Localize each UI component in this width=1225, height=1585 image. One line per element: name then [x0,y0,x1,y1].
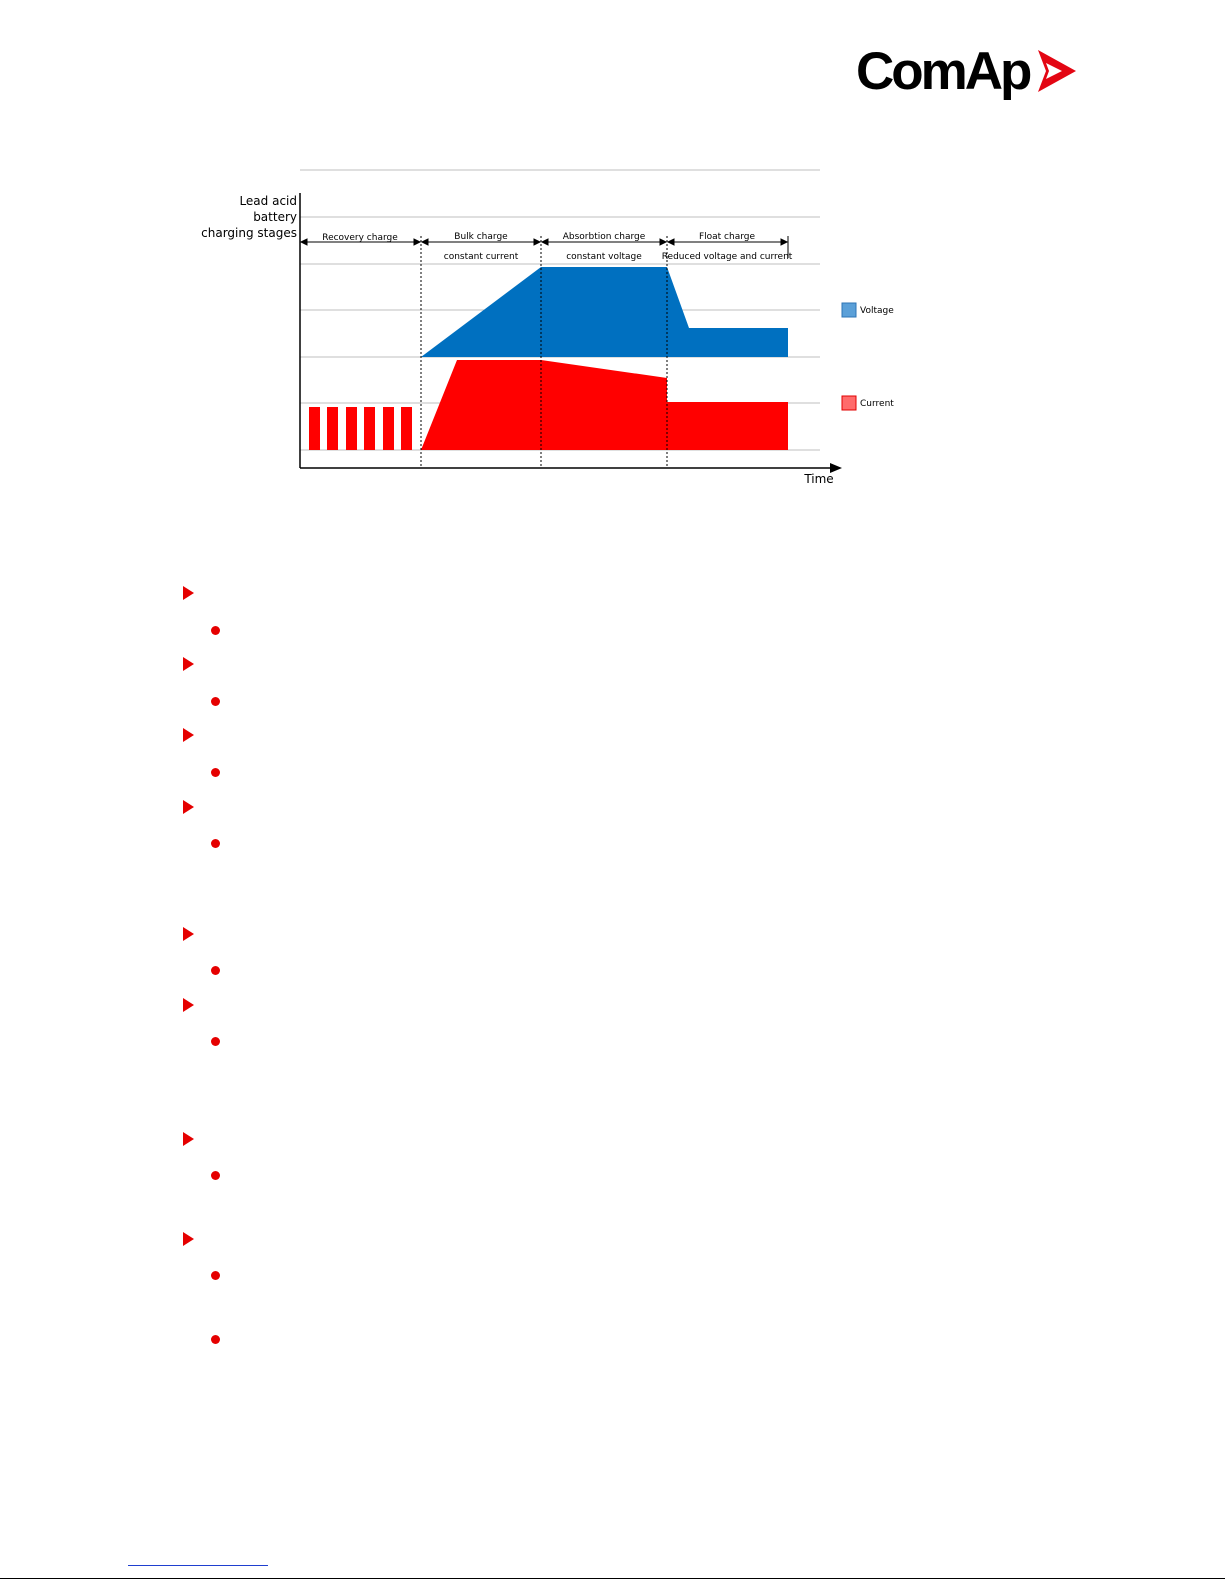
bullet-dot-icon [211,697,220,706]
stage-label-bulk: Bulk charge [454,232,508,242]
charging-stages-diagram: Recovery charge Bulk charge constant cur… [201,169,894,486]
stage-sub-float: Reduced voltage and current [662,252,793,262]
section-marker-icon [183,1132,194,1146]
section-marker-icon [183,728,194,742]
bullet-dot-icon [211,626,220,635]
legend-label-voltage: Voltage [860,306,894,316]
bullet-dot-icon [211,966,220,975]
y-axis-label-line3: charging stages [201,226,297,240]
stage-sub-absorption: constant voltage [566,252,642,262]
footer-rule [0,1578,1225,1579]
legend-swatch-current [841,395,857,411]
section-marker-icon [183,998,194,1012]
logo-arrow-icon [1038,50,1076,92]
legend: Voltage Current [841,302,894,411]
section-marker-icon [183,657,194,671]
section-marker-icon [183,800,194,814]
section-marker-icon [183,586,194,600]
section-marker-icon [183,927,194,941]
comap-logo: ComAp [856,36,1092,108]
stage-arrows [299,238,789,246]
y-axis-label-line2: battery [253,210,297,224]
bullet-dot-icon [211,1037,220,1046]
bullet-dot-icon [211,1171,220,1180]
x-axis-label: Time [803,472,833,486]
bullet-dot-icon [211,768,220,777]
stage-label-recovery: Recovery charge [322,233,398,243]
voltage-area [421,267,788,357]
bullet-dot-icon [211,1271,220,1280]
stage-label-absorption: Absorbtion charge [563,232,646,242]
legend-label-current: Current [860,399,894,409]
recovery-pulses [309,407,412,450]
logo-wordmark: ComAp [856,42,1032,101]
y-axis-label-line1: Lead acid [239,194,297,208]
stage-label-float: Float charge [699,232,756,242]
legend-swatch-voltage [841,302,857,318]
section-marker-icon [183,1232,194,1246]
footer-link-underline[interactable] [128,1565,268,1566]
bullet-dot-icon [211,1335,220,1344]
bullet-dot-icon [211,839,220,848]
x-axis-arrow [830,463,842,473]
axes [299,193,832,469]
current-area [421,360,788,450]
stage-sub-bulk: constant current [444,252,519,262]
